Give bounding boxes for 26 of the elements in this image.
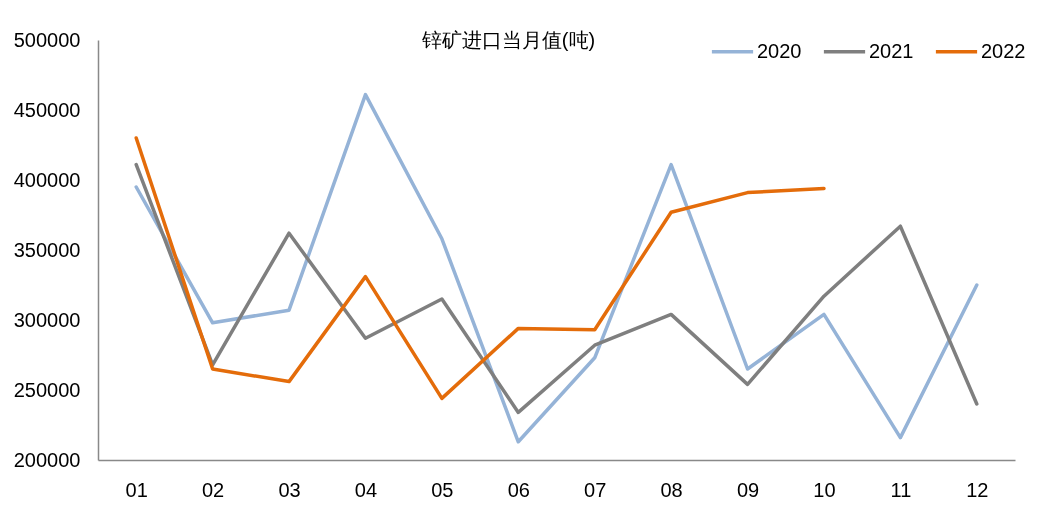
x-tick-label: 04 — [354, 478, 378, 501]
y-tick-label: 350000 — [13, 238, 81, 261]
line-series — [134, 136, 826, 401]
line-series — [134, 92, 979, 444]
y-tick-label: 500000 — [13, 28, 81, 51]
x-tick-label: 05 — [431, 478, 454, 501]
y-tick-label: 400000 — [13, 168, 81, 191]
x-tick-label: 02 — [202, 478, 225, 501]
legend-label: 2021 — [869, 39, 914, 62]
x-tick-label: 12 — [966, 478, 989, 501]
legend-label: 2022 — [981, 39, 1026, 62]
legend-label: 2020 — [757, 39, 802, 62]
x-tick-label: 06 — [507, 478, 530, 501]
line-series — [134, 162, 979, 415]
x-tick-label: 01 — [125, 478, 148, 501]
x-tick-label: 08 — [660, 478, 683, 501]
x-tick-label: 03 — [278, 478, 301, 501]
y-tick-label: 300000 — [13, 308, 81, 331]
y-tick-label: 250000 — [13, 378, 81, 401]
x-tick-label: 09 — [736, 478, 760, 501]
x-tick-label: 07 — [584, 478, 607, 501]
x-tick-label: 10 — [813, 478, 836, 501]
x-tick-label: 11 — [890, 478, 912, 501]
y-tick-label: 450000 — [13, 98, 81, 121]
y-tick-label: 200000 — [13, 448, 81, 471]
chart-title: 锌矿进口当月值(吨) — [420, 29, 596, 51]
